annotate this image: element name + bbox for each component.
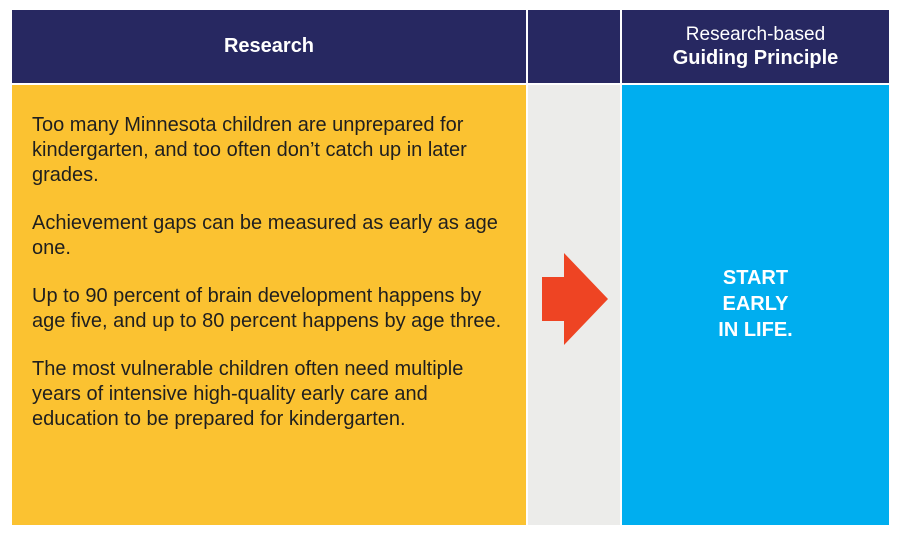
- principle-line: START: [722, 267, 789, 289]
- research-paragraph: The most vulnerable children often need …: [32, 358, 464, 430]
- research-panel: Too many Minnesota children are unprepar…: [12, 85, 526, 525]
- research-paragraph: Achievement gaps can be measured as earl…: [32, 212, 498, 259]
- research-header-title: Research: [223, 35, 315, 57]
- connector-header: [528, 10, 620, 83]
- principle-header: Research-based Guiding Principle: [622, 10, 889, 83]
- research-header: Research: [12, 10, 526, 83]
- principle-panel: START EARLY IN LIFE.: [622, 85, 889, 525]
- research-paragraph: Up to 90 percent of brain development ha…: [32, 285, 502, 332]
- principle-line: IN LIFE.: [718, 319, 793, 341]
- principle-header-subtitle: Research-based: [685, 23, 826, 45]
- right-arrow-icon: [542, 253, 608, 345]
- principle-header-title: Guiding Principle: [672, 46, 839, 69]
- connector-panel: [528, 85, 620, 525]
- guiding-principle-text: START EARLY IN LIFE.: [622, 265, 889, 343]
- principle-line: EARLY: [722, 293, 789, 315]
- research-paragraph: Too many Minnesota children are unprepar…: [32, 114, 467, 186]
